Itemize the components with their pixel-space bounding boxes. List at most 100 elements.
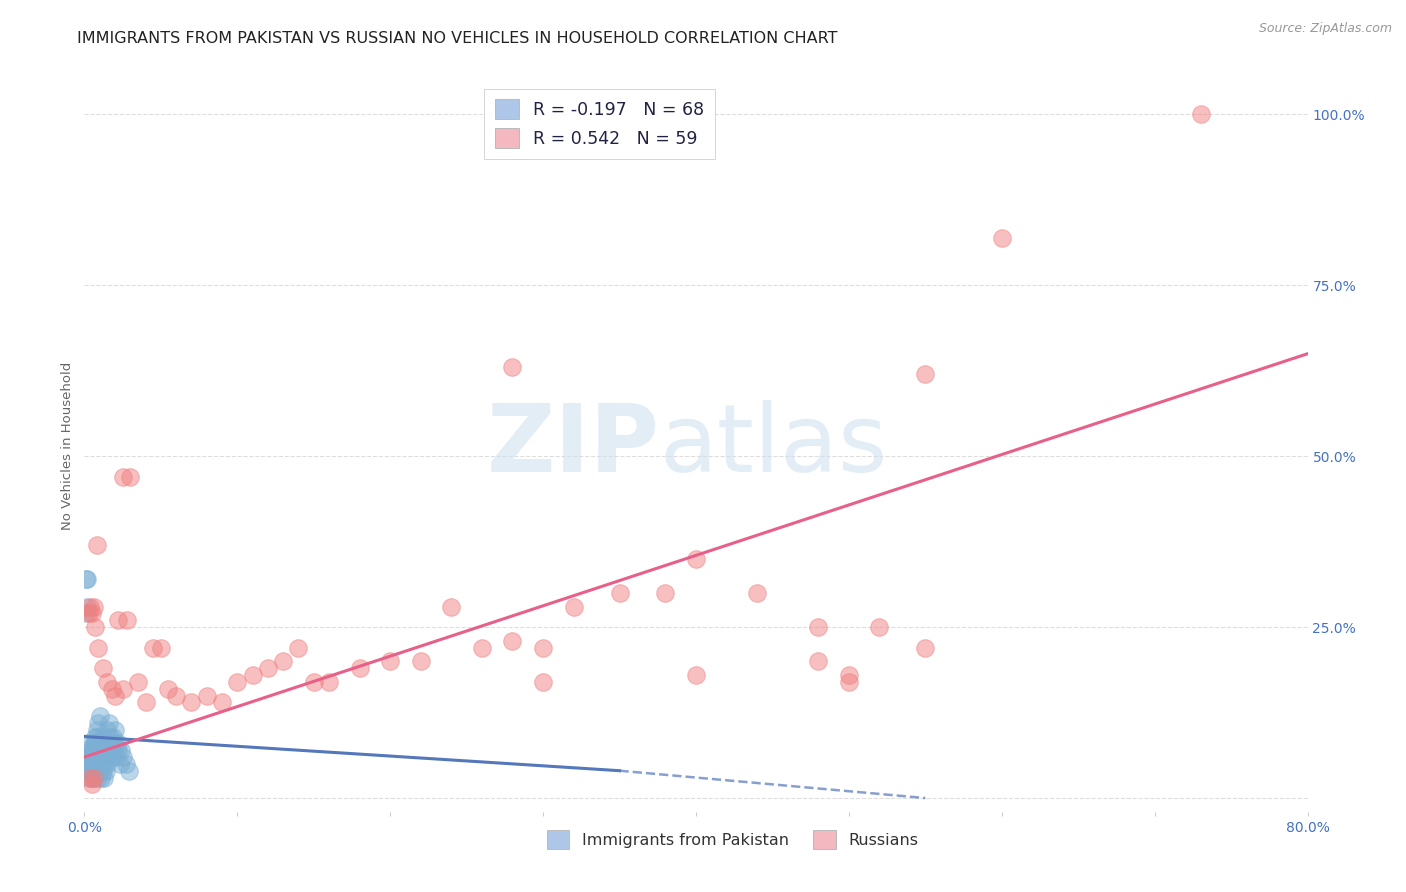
Point xyxy=(807,654,830,668)
Point xyxy=(79,756,101,771)
Point xyxy=(135,695,157,709)
Point xyxy=(104,723,127,737)
Point xyxy=(107,613,129,627)
Legend: Immigrants from Pakistan, Russians: Immigrants from Pakistan, Russians xyxy=(541,823,925,855)
Point xyxy=(302,674,325,689)
Point xyxy=(747,586,769,600)
Point xyxy=(87,715,110,730)
Point xyxy=(76,572,98,586)
Point xyxy=(96,723,118,737)
Point xyxy=(127,674,149,689)
Point xyxy=(83,771,105,785)
Point xyxy=(107,743,129,757)
Point xyxy=(86,730,108,744)
Point xyxy=(90,736,112,750)
Point xyxy=(318,674,340,689)
Point xyxy=(93,756,115,771)
Point xyxy=(103,743,125,757)
Point xyxy=(77,756,100,771)
Text: atlas: atlas xyxy=(659,400,887,492)
Point xyxy=(271,654,294,668)
Point xyxy=(149,640,172,655)
Point xyxy=(118,764,141,778)
Point xyxy=(87,771,110,785)
Point xyxy=(531,674,554,689)
Point xyxy=(115,613,138,627)
Point xyxy=(101,681,124,696)
Point xyxy=(94,750,117,764)
Text: ZIP: ZIP xyxy=(486,400,659,492)
Point xyxy=(380,654,402,668)
Point xyxy=(838,674,860,689)
Point xyxy=(75,607,97,621)
Text: Source: ZipAtlas.com: Source: ZipAtlas.com xyxy=(1258,22,1392,36)
Point xyxy=(80,743,103,757)
Point xyxy=(80,607,103,621)
Point xyxy=(79,756,101,771)
Point xyxy=(90,750,112,764)
Point xyxy=(180,695,202,709)
Point xyxy=(93,743,115,757)
Point xyxy=(111,681,134,696)
Point xyxy=(111,750,134,764)
Point xyxy=(609,586,631,600)
Point xyxy=(1189,107,1212,121)
Point xyxy=(195,689,218,703)
Point xyxy=(75,572,97,586)
Point xyxy=(77,750,100,764)
Point xyxy=(226,674,249,689)
Point xyxy=(562,599,585,614)
Point xyxy=(104,736,127,750)
Point xyxy=(105,750,128,764)
Point xyxy=(80,777,103,791)
Point xyxy=(991,230,1014,244)
Point xyxy=(914,640,936,655)
Point xyxy=(807,620,830,634)
Point xyxy=(83,771,105,785)
Point xyxy=(242,668,264,682)
Point xyxy=(685,668,707,682)
Point xyxy=(79,771,101,785)
Point xyxy=(531,640,554,655)
Point xyxy=(142,640,165,655)
Point xyxy=(89,709,111,723)
Point xyxy=(84,730,107,744)
Point xyxy=(83,599,105,614)
Point xyxy=(409,654,432,668)
Point xyxy=(98,730,121,744)
Point xyxy=(157,681,180,696)
Point xyxy=(103,730,125,744)
Point xyxy=(114,756,136,771)
Point xyxy=(869,620,891,634)
Point xyxy=(91,764,114,778)
Point xyxy=(83,736,105,750)
Point xyxy=(94,764,117,778)
Point xyxy=(502,633,524,648)
Point xyxy=(471,640,494,655)
Point xyxy=(86,723,108,737)
Point xyxy=(838,668,860,682)
Point xyxy=(89,736,111,750)
Point xyxy=(107,736,129,750)
Point xyxy=(93,771,115,785)
Point xyxy=(80,756,103,771)
Point xyxy=(79,599,101,614)
Point xyxy=(111,469,134,483)
Point xyxy=(84,736,107,750)
Point xyxy=(77,607,100,621)
Point xyxy=(79,764,101,778)
Point xyxy=(76,736,98,750)
Point xyxy=(96,756,118,771)
Point xyxy=(211,695,233,709)
Point xyxy=(76,764,98,778)
Point xyxy=(97,743,120,757)
Point xyxy=(349,661,371,675)
Point xyxy=(165,689,187,703)
Text: IMMIGRANTS FROM PAKISTAN VS RUSSIAN NO VEHICLES IN HOUSEHOLD CORRELATION CHART: IMMIGRANTS FROM PAKISTAN VS RUSSIAN NO V… xyxy=(77,31,838,46)
Point xyxy=(104,689,127,703)
Point xyxy=(96,674,118,689)
Point xyxy=(77,771,100,785)
Point xyxy=(287,640,309,655)
Point xyxy=(84,764,107,778)
Point xyxy=(91,730,114,744)
